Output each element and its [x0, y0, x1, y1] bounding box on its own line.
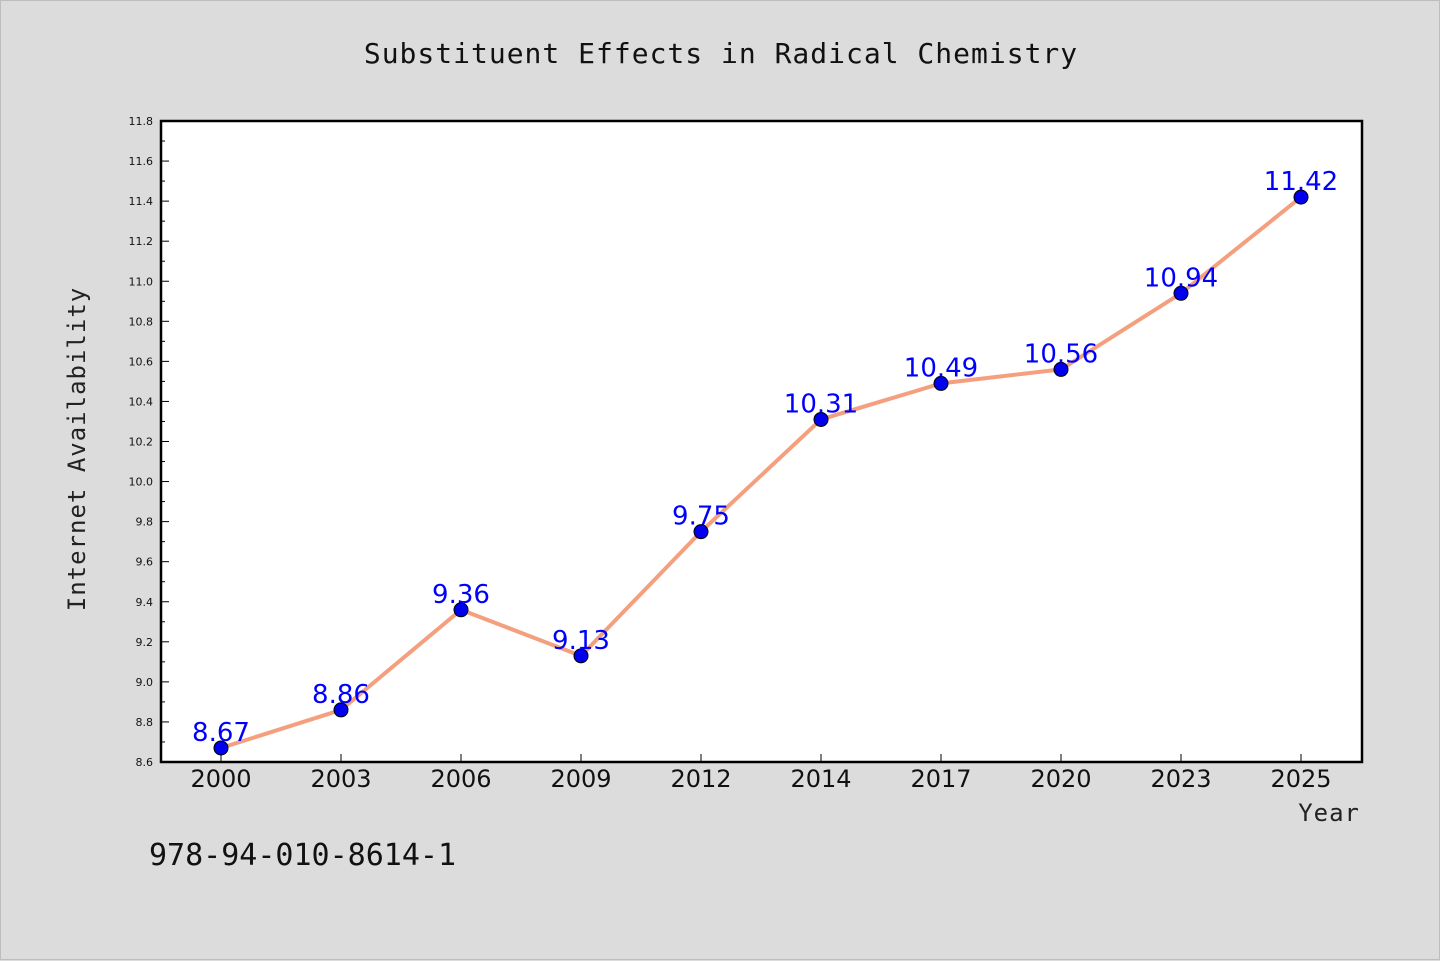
series-line [220, 195, 1303, 750]
data-point [1293, 189, 1309, 205]
footer-code: 978-94-010-8614-1 [149, 838, 456, 873]
x-axis-label: Year [1298, 799, 1360, 827]
data-label: 10.56 [1024, 339, 1098, 369]
y-tick-label: 11.4 [129, 195, 154, 208]
y-tick-label: 10.6 [129, 355, 154, 368]
data-point [813, 411, 829, 427]
x-tick-label: 2020 [1030, 765, 1091, 793]
y-tick-label: 10.4 [129, 395, 154, 408]
data-label: 10.49 [904, 353, 978, 383]
x-tick-label: 2017 [910, 765, 971, 793]
x-tick-label: 2006 [430, 765, 491, 793]
data-point [573, 648, 589, 664]
data-label: 9.13 [552, 626, 610, 656]
x-tick-label: 2003 [310, 765, 371, 793]
x-tick-label: 2023 [1150, 765, 1211, 793]
y-tick-label: 9.0 [136, 676, 154, 689]
x-tick-label: 2025 [1270, 765, 1331, 793]
series-group: 8.67 8.86 9.36 9.13 9.75 10.31 10.49 10.56 10.94… [192, 167, 1338, 756]
y-tick-label: 9.4 [136, 596, 154, 609]
plot-area [159, 119, 1364, 764]
x-tick-label: 2014 [790, 765, 851, 793]
y-tick-label: 10.8 [129, 315, 154, 328]
y-tick-label: 10.2 [129, 436, 154, 449]
y-tick-label: 9.2 [136, 636, 154, 649]
y-tick-label: 8.6 [136, 756, 154, 769]
y-axis: 8.6 8.8 9.0 9.2 9.4 9.6 9.8 10.0 10.2 10.4 10.6 10.… [129, 115, 169, 769]
x-tick-label: 2009 [550, 765, 611, 793]
x-tick-label: 2012 [670, 765, 731, 793]
data-label: 10.31 [784, 389, 858, 419]
data-label: 8.86 [312, 680, 370, 710]
y-tick-label: 11.8 [129, 115, 154, 128]
data-point [933, 375, 949, 391]
y-tick-label: 9.8 [136, 516, 154, 529]
y-tick-label: 9.6 [136, 556, 154, 569]
data-label: 11.42 [1264, 167, 1338, 197]
data-point [333, 702, 349, 718]
x-tick-label: 2000 [190, 765, 251, 793]
data-label: 8.67 [192, 718, 250, 748]
x-axis: 2000 2003 2006 2009 2012 2014 2017 2020 2023 2025 [190, 754, 1332, 793]
y-tick-label: 8.8 [136, 716, 154, 729]
data-point [453, 602, 469, 618]
chart-title: Substituent Effects in Radical Chemistry [364, 37, 1078, 70]
data-label: 9.36 [432, 580, 490, 610]
y-tick-label: 10.0 [129, 476, 154, 489]
data-point [1173, 285, 1189, 301]
data-label: 10.94 [1144, 263, 1218, 293]
data-point [693, 524, 709, 540]
data-label: 9.75 [672, 502, 730, 532]
y-tick-label: 11.6 [129, 155, 154, 168]
y-tick-label: 11.2 [129, 235, 154, 248]
data-point [213, 740, 229, 756]
y-axis-label: Internet Availability [63, 287, 91, 611]
y-tick-label: 11.0 [129, 275, 154, 288]
data-point [1053, 361, 1069, 377]
